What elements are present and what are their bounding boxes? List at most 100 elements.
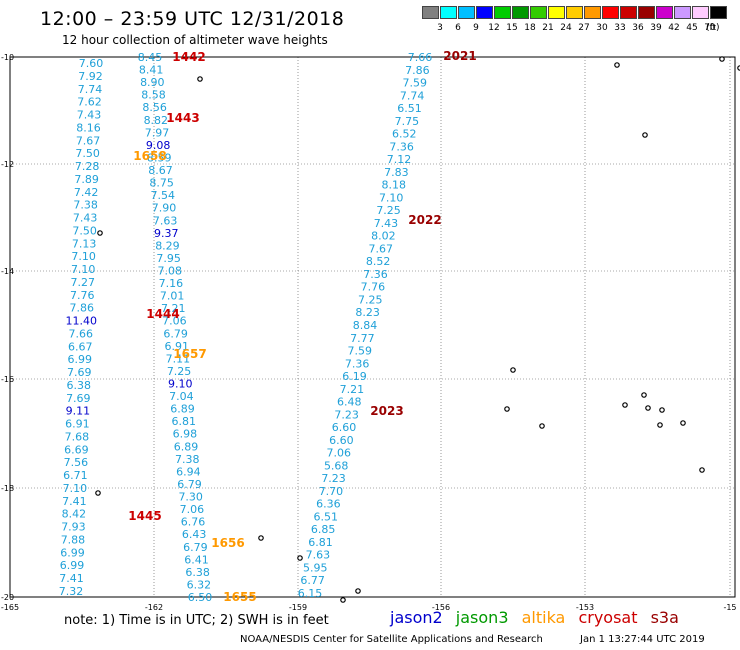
wave-height-value: 8.18 [382,179,407,192]
wave-height-value: 6.67 [68,340,93,353]
color-swatch [458,6,475,19]
color-scale-label: 6 [455,23,461,33]
pass-number-label: 1656 [211,536,244,550]
wave-height-value: 7.30 [178,491,203,504]
pass-number-label: 2022 [408,213,441,227]
wave-height-value: 6.38 [185,566,210,579]
wave-height-value: 7.10 [71,263,96,276]
wave-height-value: 7.38 [175,453,200,466]
wave-height-value: 7.38 [73,199,98,212]
color-swatch [692,6,709,19]
color-scale-label: 42 [668,23,680,33]
wave-height-value: 6.19 [342,370,367,383]
wave-height-value: 7.06 [180,503,205,516]
wave-height-value: 7.86 [69,302,94,315]
wave-height-value: 7.67 [368,242,393,255]
wave-height-value: 6.32 [187,578,212,591]
wave-height-value: 9.10 [168,378,193,391]
wave-height-value: 7.90 [152,202,177,215]
wave-height-value: 7.63 [306,549,331,562]
wave-height-value: 7.54 [151,189,176,202]
wave-height-value: 7.97 [145,126,170,139]
wave-height-value: 7.27 [70,276,95,289]
wave-height-value: 8.41 [139,64,164,77]
legend-jason3: jason3 [455,608,509,627]
wave-height-value: 7.70 [319,485,344,498]
wave-height-value: 7.86 [405,64,430,77]
wave-height-value: 6.85 [311,523,336,536]
wave-height-value: 7.13 [72,237,97,250]
wave-height-value: 7.62 [77,96,102,109]
wave-height-value: 7.68 [65,430,90,443]
wave-height-value: 8.84 [353,319,378,332]
wave-height-value: 7.06 [162,315,187,328]
axis-ticks: -165 -162 -159 -156 -153 -15 -10 -12 -14 -16 -18 -2… [1,53,737,612]
island-outline [680,420,686,426]
wave-height-value: 8.29 [155,239,180,252]
wave-height-value: 9.37 [154,227,179,240]
wave-height-value: 7.76 [70,289,95,302]
wave-height-value: 7.21 [161,302,186,315]
wave-height-value: 8.45 [138,51,163,64]
wave-height-value: 7.11 [166,352,191,365]
wave-height-value: 8.52 [366,255,391,268]
wave-height-value: 8.59 [147,151,172,164]
island-outline [657,422,663,428]
wave-height-value: 8.42 [62,508,87,521]
latitude-label: -20 [1,593,14,602]
pass-number-label: 2023 [370,404,403,418]
wave-height-value: 7.42 [74,186,99,199]
wave-height-value: 5.95 [303,561,328,574]
wave-height-value: 7.50 [72,224,97,237]
wave-height-value: 7.67 [76,134,101,147]
color-scale-label: 27 [578,23,590,33]
color-swatch [602,6,619,19]
island-outline [719,56,725,62]
wave-height-value: 7.74 [400,89,425,102]
generated-timestamp: Jan 1 13:27:44 UTC 2019 [580,634,705,645]
wave-height-value: 7.08 [158,264,183,277]
wave-height-value: 7.28 [75,160,100,173]
wave-height-value: 7.50 [75,147,100,160]
wave-height-value: 7.25 [358,293,383,306]
wave-height-value: 6.79 [183,541,208,554]
wave-height-value: 6.77 [300,574,325,587]
island-outline [97,230,103,236]
color-swatch [476,6,493,19]
wave-height-value: 9.11 [66,405,91,418]
wave-height-value: 6.38 [67,379,92,392]
color-swatch [710,6,727,19]
wave-height-value: 7.95 [156,252,181,265]
island-outline [95,490,101,496]
pass-number-label: 1655 [223,590,256,604]
longitude-label: -162 [145,603,163,612]
pass-number-label: 1445 [128,509,161,523]
island-outline [340,597,346,603]
island-outline [642,132,648,138]
pass-labels: 1442 1443 1658 1444 1657 1445 1656 1655 2021 2022… [128,49,476,604]
wave-height-value: 7.04 [169,390,194,403]
wave-height-value: 7.41 [62,495,87,508]
wave-height-value: 6.69 [64,443,89,456]
island-outline [197,76,203,82]
wave-height-value: 6.15 [298,587,323,600]
wave-height-value: 7.76 [361,281,386,294]
island-outline [699,467,705,473]
wave-height-value: 7.06 [327,447,352,460]
wave-height-value: 6.91 [65,418,90,431]
wave-height-value: 7.10 [63,482,88,495]
credit-line: NOAA/NESDIS Center for Satellite Applica… [240,634,543,645]
wave-height-value: 7.21 [340,383,365,396]
color-scale-label: 9 [473,23,479,33]
wave-height-value: 6.71 [63,469,88,482]
wave-height-value: 6.41 [184,553,209,566]
color-scale-label: 21 [542,23,554,33]
wave-height-value: 7.77 [350,332,375,345]
color-scale-label: 24 [560,23,572,33]
wave-height-value: 7.74 [78,83,103,96]
color-scale-label: 12 [488,23,500,33]
color-scale-label: 3 [437,23,443,33]
wave-height-value: 8.82 [144,114,169,127]
island-outline [622,402,628,408]
wave-height-value: 6.36 [316,498,341,511]
